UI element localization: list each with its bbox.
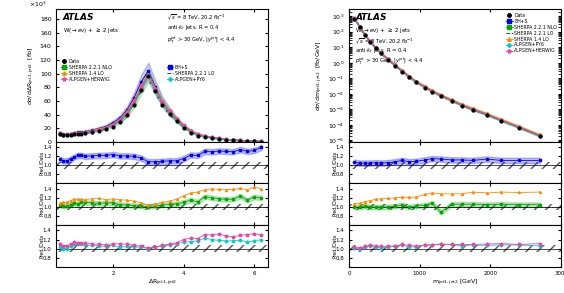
Legend: Data, BH+S, SHERPA 2.2.1 NLO, SHERPA 2.2.1 LO, SHERPA 1.4 LO, ALPGEN+PY6, ALPGEN: Data, BH+S, SHERPA 2.2.1 NLO, SHERPA 2.2… [504,11,559,55]
Y-axis label: Pred./Data: Pred./Data [39,151,45,175]
X-axis label: m$_{\rm jet1,jet2}$ [GeV]: m$_{\rm jet1,jet2}$ [GeV] [432,278,478,288]
Legend: BH+S, SHERPA 2.2.1 LO, ALPGEN+PY6: BH+S, SHERPA 2.2.1 LO, ALPGEN+PY6 [165,63,216,84]
Text: anti-$k_t$ jets, R = 0.4: anti-$k_t$ jets, R = 0.4 [167,23,219,33]
Text: W($\rightarrow e\nu$) + $\geq$ 2 jets: W($\rightarrow e\nu$) + $\geq$ 2 jets [63,26,119,35]
Text: ATLAS: ATLAS [355,13,387,22]
Text: $\times10^3$: $\times10^3$ [29,0,46,9]
X-axis label: $\Delta$R$_{\rm jet1,jet2}$: $\Delta$R$_{\rm jet1,jet2}$ [148,278,177,288]
Text: $p_{\rm T}^{\rm jet}$ > 30 GeV, $|y^{\rm jet}|$ < 4.4: $p_{\rm T}^{\rm jet}$ > 30 GeV, $|y^{\rm… [167,34,235,45]
Text: anti-$k_t$ jets, R = 0.4: anti-$k_t$ jets, R = 0.4 [355,46,408,55]
Text: $\sqrt{s}$ = 8 TeV, 20.2 fb$^{-1}$: $\sqrt{s}$ = 8 TeV, 20.2 fb$^{-1}$ [355,37,415,46]
Y-axis label: Pred./Data: Pred./Data [332,234,337,258]
Text: $p_{\rm T}^{\rm jet}$ > 30 GeV, $|y^{\rm jet}|$ < 4.4: $p_{\rm T}^{\rm jet}$ > 30 GeV, $|y^{\rm… [355,55,424,66]
Y-axis label: d$\sigma$/d$\Delta$R$_{\rm jet1,jet2}$  [fb]: d$\sigma$/d$\Delta$R$_{\rm jet1,jet2}$ [… [27,46,37,105]
Y-axis label: d$\sigma$/dm$_{\rm jet1,jet2}$  [fb/GeV]: d$\sigma$/dm$_{\rm jet1,jet2}$ [fb/GeV] [315,40,325,111]
Y-axis label: Pred./Data: Pred./Data [332,192,337,216]
Text: W($\rightarrow e\nu$) + $\geq$ 2 jets: W($\rightarrow e\nu$) + $\geq$ 2 jets [355,26,412,35]
Text: $\sqrt{s}$ = 8 TeV, 20.2 fb$^{-1}$: $\sqrt{s}$ = 8 TeV, 20.2 fb$^{-1}$ [167,13,226,22]
Text: ATLAS: ATLAS [63,13,94,22]
Y-axis label: Pred./Data: Pred./Data [39,192,45,216]
Y-axis label: Pred./Data: Pred./Data [332,151,337,175]
Y-axis label: Pred./Data: Pred./Data [39,234,44,258]
